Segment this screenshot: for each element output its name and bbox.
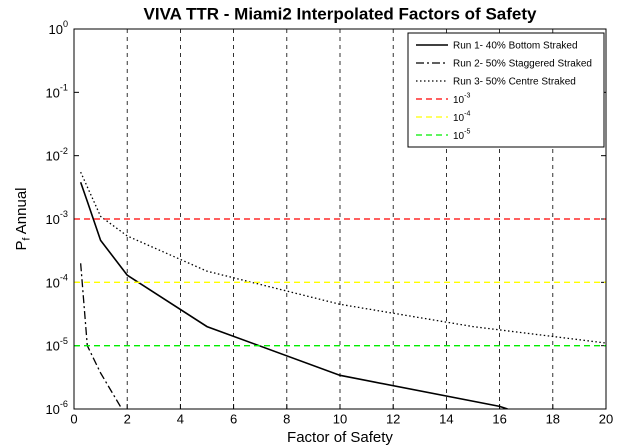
legend-label: Run 3- 50% Centre Straked — [453, 77, 576, 88]
series-line — [79, 182, 508, 409]
x-tick-label: 12 — [386, 411, 400, 426]
legend-label: Run 2- 50% Staggered Straked — [453, 59, 592, 70]
x-tick-label: 10 — [333, 411, 347, 426]
chart-title: VIVA TTR - Miami2 Interpolated Factors o… — [144, 4, 537, 23]
y-tick-label: 10-5 — [45, 336, 68, 354]
x-tick-label: 6 — [230, 411, 237, 426]
y-tick-label: 10-2 — [45, 146, 68, 164]
plot-area — [74, 171, 606, 409]
legend-label: Run 1- 40% Bottom Straked — [453, 41, 578, 52]
legend-label: 10-3 — [453, 92, 470, 105]
x-tick-label: 4 — [177, 411, 184, 426]
legend-label: 10-4 — [453, 110, 470, 123]
x-tick-label: 20 — [599, 411, 613, 426]
plot-frame — [73, 28, 607, 410]
series-line — [80, 263, 123, 409]
x-tick-label: 18 — [546, 411, 560, 426]
y-tick-label: 100 — [48, 20, 68, 38]
x-tick-label: 0 — [70, 411, 77, 426]
x-tick-label: 2 — [124, 411, 131, 426]
x-tick-label: 16 — [492, 411, 506, 426]
y-tick-label: 10-4 — [45, 273, 68, 291]
x-tick-label: 14 — [439, 411, 453, 426]
y-tick-label: 10-6 — [45, 400, 68, 418]
x-axis-label: Factor of Safety — [287, 429, 393, 446]
y-tick-label: 10-3 — [45, 210, 68, 228]
y-tick-label: 10-1 — [45, 83, 68, 101]
legend-label: 10-5 — [453, 128, 470, 141]
legend-box — [407, 32, 605, 148]
x-tick-label: 8 — [283, 411, 290, 426]
y-axis-label: Pf Annual — [13, 188, 32, 251]
series-line — [80, 171, 606, 344]
